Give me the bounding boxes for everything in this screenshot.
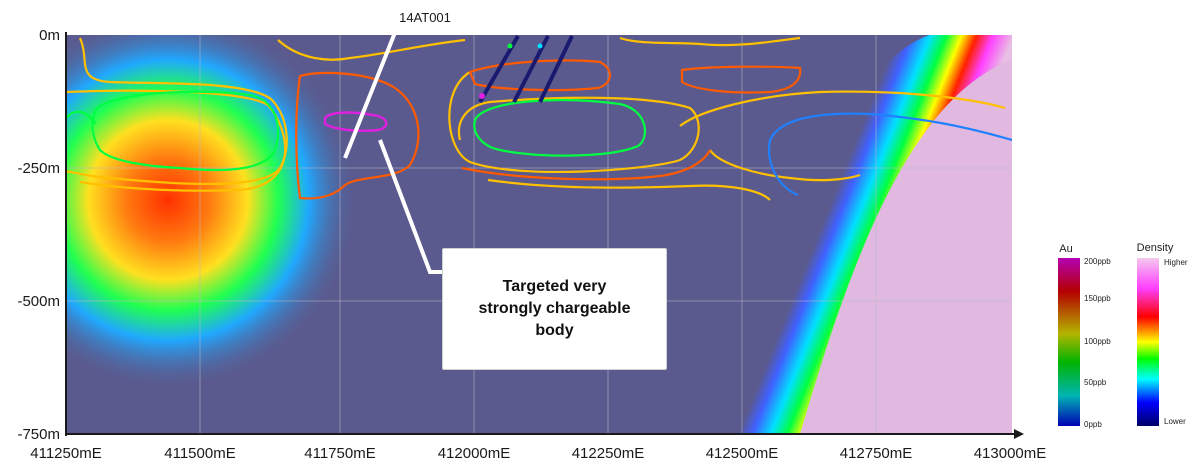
depth-label-0: 0m [39,27,60,44]
target-callout: Targeted very strongly chargeable body [442,248,667,370]
legend-au-tick-100: 100ppb [1084,337,1111,346]
legend-au-tick-0: 0ppb [1084,420,1102,429]
legend-au-colorbar [1058,258,1080,426]
legend-au-tick-150: 150ppb [1084,294,1111,303]
easting-label-412000: 412000mE [438,445,511,462]
legend-density-higher: Higher [1164,258,1188,267]
easting-label-411500: 411500mE [164,445,235,462]
callout-line-3: body [535,322,574,339]
depth-label-750: -750m [17,426,60,443]
callout-line-1: Targeted very [502,278,607,295]
legend-au-title: Au [1059,243,1072,255]
orange-contours [295,59,802,200]
easting-label-412500: 412500mE [706,445,779,462]
easting-label-413000: 413000mE [974,445,1047,462]
callout-line-2: strongly chargeable [478,300,631,317]
easting-label-412750: 412750mE [840,445,913,462]
yellow-contours [66,36,1006,201]
legend-au-tick-200: 200ppb [1084,257,1111,266]
easting-label-412250: 412250mE [572,445,645,462]
depth-label-500: -500m [17,293,60,310]
legend-density-lower: Lower [1164,417,1186,426]
axes [65,32,1024,439]
legend-au-tick-50: 50ppb [1084,378,1107,387]
magenta-contour [323,111,388,132]
drillhole-label: 14AT001 [399,10,451,25]
legend-density-title: Density [1137,242,1174,254]
depth-label-250: -250m [17,160,60,177]
callout-pointer [378,139,442,274]
right-density-fill [800,60,1012,434]
legend-density-colorbar [1137,258,1159,426]
legend-au: Au 200ppb 150ppb 100ppb 50ppb 0ppb [1058,243,1111,429]
drillholes [343,35,574,159]
blue-contours [767,112,1012,197]
target-callout-text: Targeted very strongly chargeable body [478,276,630,342]
easting-label-411750: 411750mE [304,445,375,462]
easting-label-411250: 411250mE [30,445,101,462]
legend-density: Density Higher Lower [1137,242,1188,426]
